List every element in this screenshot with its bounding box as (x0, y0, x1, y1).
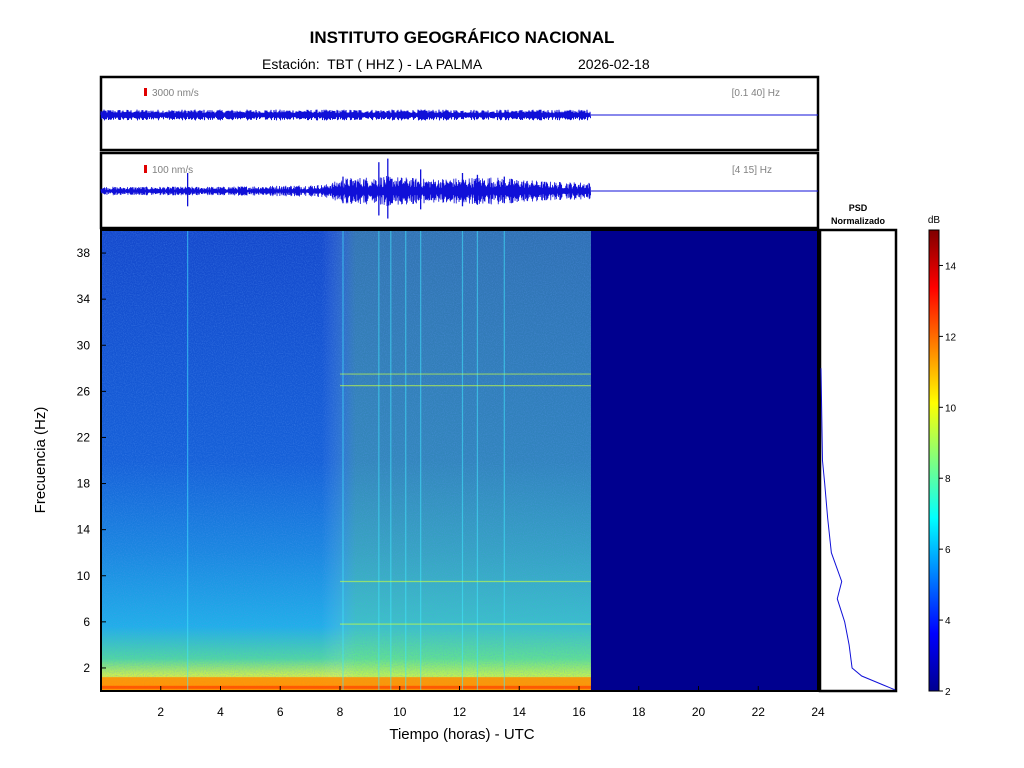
spectrogram-panel: 2 4 6 8 10 12 14 16 18 20 22 24 261014182226303438 … (32, 229, 825, 743)
y-tick-label: 18 (77, 477, 91, 491)
spectrogram-noise-texture (101, 230, 591, 691)
y-tick-label: 26 (77, 384, 91, 398)
seismogram-2-trace (100, 176, 592, 206)
x-tick-label: 24 (811, 705, 825, 719)
x-tick-label: 8 (337, 705, 344, 719)
colorbar-tick-label: 6 (945, 545, 951, 556)
y-tick-label: 10 (77, 569, 91, 583)
colorbar-tick-label: 2 (945, 687, 951, 698)
x-tick-label: 18 (632, 705, 646, 719)
x-tick-label: 10 (393, 705, 407, 719)
x-tick-label: 22 (752, 705, 766, 719)
scale-label-1: 3000 nm/s (152, 88, 199, 99)
colorbar-tick-label: 4 (945, 616, 951, 627)
seismogram-filtered-panel: 100 nm/s [4 15] Hz (99, 151, 820, 230)
date-label: 2026-02-18 (578, 56, 650, 72)
y-tick-label: 2 (83, 661, 90, 675)
scale-marker-1 (144, 88, 147, 96)
spectrogram-no-data-region (590, 230, 818, 691)
x-tick-label: 16 (572, 705, 586, 719)
colorbar-label: dB (928, 215, 941, 226)
colorbar-tick-label: 10 (945, 403, 957, 414)
x-tick-label: 2 (157, 705, 164, 719)
colorbar-tick-label: 14 (945, 261, 957, 272)
scale-label-2: 100 nm/s (152, 165, 193, 176)
colorbar-gradient (928, 229, 940, 692)
x-tick-label: 20 (692, 705, 706, 719)
seismogram-1-trace (100, 109, 591, 121)
x-tick-label: 4 (217, 705, 224, 719)
spectrogram-low-frequency-band (101, 677, 591, 691)
colorbar-tick-label: 8 (945, 474, 951, 485)
psd-title-line-1: PSD (849, 203, 868, 213)
x-tick-label: 6 (277, 705, 284, 719)
colorbar: dB 2 4 6 8 10 12 14 (928, 215, 957, 698)
psd-title-line-2: Normalizado (831, 216, 886, 226)
y-axis-label: Frecuencia (Hz) (32, 407, 49, 514)
x-tick-label: 12 (453, 705, 467, 719)
band-label-2: [4 15] Hz (732, 165, 772, 176)
scale-marker-2 (144, 165, 147, 173)
y-tick-label: 14 (77, 523, 91, 537)
y-tick-label: 30 (77, 338, 91, 352)
band-label-1: [0.1 40] Hz (732, 88, 780, 99)
seismogram-broadband-panel: 3000 nm/s [0.1 40] Hz (99, 75, 820, 152)
y-tick-label: 38 (77, 246, 91, 260)
psd-panel: PSD Normalizado (818, 203, 898, 693)
colorbar-tick-label: 12 (945, 332, 957, 343)
x-tick-label: 14 (513, 705, 527, 719)
station-label: Estación: TBT ( HHZ ) - LA PALMA (262, 56, 483, 72)
y-tick-label: 34 (77, 292, 91, 306)
page-title: INSTITUTO GEOGRÁFICO NACIONAL (309, 28, 615, 47)
spectrogram-hot-line (101, 685, 591, 689)
y-tick-label: 22 (77, 430, 91, 444)
psd-curve (820, 368, 896, 691)
x-axis-label: Tiempo (horas) - UTC (389, 726, 534, 743)
psd-frame (818, 228, 898, 693)
y-tick-label: 6 (83, 615, 90, 629)
